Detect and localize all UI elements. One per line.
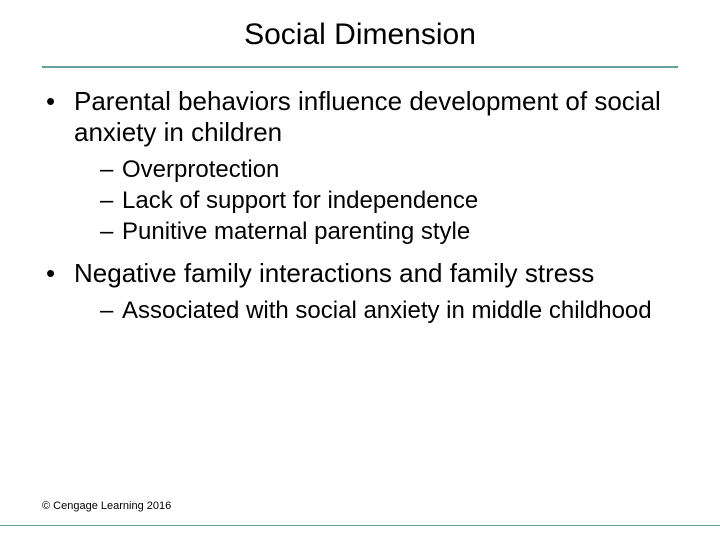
dash-mark: – (100, 217, 122, 248)
dash-mark: – (100, 296, 122, 327)
footer-divider (0, 525, 720, 526)
copyright-footer: © Cengage Learning 2016 (42, 500, 171, 512)
sub-bullet-item: – Punitive maternal parenting style (100, 217, 678, 248)
sub-bullet-text: Punitive maternal parenting style (122, 217, 678, 248)
slide-content: • Parental behaviors influence developme… (42, 86, 678, 327)
sub-bullet-item: – Lack of support for independence (100, 186, 678, 217)
sub-bullet-text: Overprotection (122, 155, 678, 186)
bullet-item: • Parental behaviors influence developme… (46, 86, 678, 147)
sub-bullet-text: Lack of support for independence (122, 186, 678, 217)
dash-mark: – (100, 155, 122, 186)
bullet-mark: • (46, 86, 74, 147)
dash-mark: – (100, 186, 122, 217)
bullet-text: Parental behaviors influence development… (74, 86, 678, 147)
sub-bullet-text: Associated with social anxiety in middle… (122, 296, 678, 327)
title-divider (42, 66, 678, 68)
sub-bullet-item: – Overprotection (100, 155, 678, 186)
slide-title: Social Dimension (42, 18, 678, 52)
sub-list: – Overprotection – Lack of support for i… (100, 155, 678, 247)
bullet-text: Negative family interactions and family … (74, 258, 678, 289)
sub-bullet-item: – Associated with social anxiety in midd… (100, 296, 678, 327)
bullet-item: • Negative family interactions and famil… (46, 258, 678, 289)
sub-list: – Associated with social anxiety in midd… (100, 296, 678, 327)
bullet-mark: • (46, 258, 74, 289)
slide: Social Dimension • Parental behaviors in… (0, 0, 720, 540)
